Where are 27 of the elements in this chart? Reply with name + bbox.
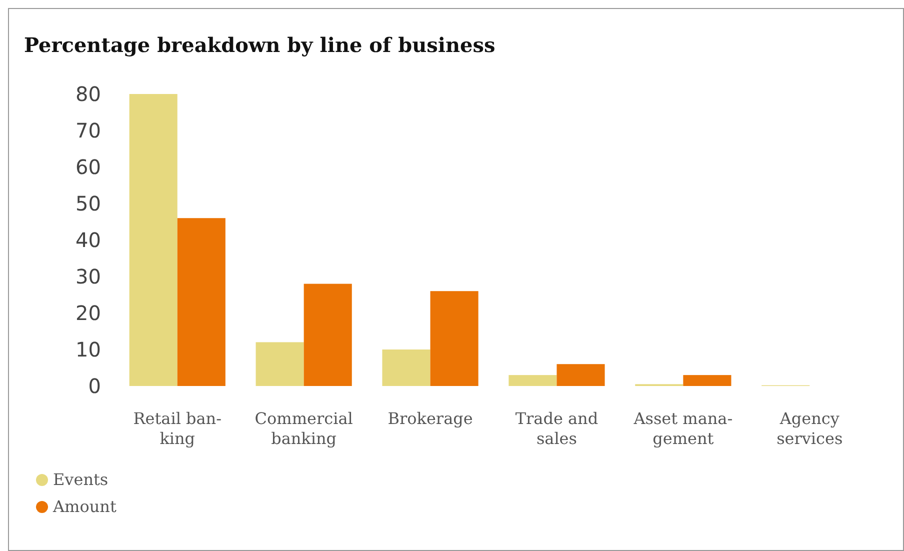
y-tick-label: 30 bbox=[76, 264, 101, 288]
y-tick-label: 0 bbox=[88, 374, 101, 398]
x-tick-label: Brokerage bbox=[388, 409, 473, 428]
legend-label: Amount bbox=[52, 497, 117, 516]
bar bbox=[177, 218, 226, 386]
bar bbox=[304, 284, 352, 386]
bar bbox=[430, 291, 478, 386]
bar bbox=[556, 364, 605, 386]
chart-title: Percentage breakdown by line of business bbox=[24, 33, 496, 57]
x-tick-label: Commercial banking bbox=[254, 409, 353, 448]
legend-label: Events bbox=[53, 470, 108, 489]
y-tick-label: 50 bbox=[76, 192, 101, 216]
x-tick-label: Agency services bbox=[776, 409, 843, 448]
x-tick-label: Asset mana- gement bbox=[632, 409, 733, 448]
y-tick-label: 60 bbox=[76, 155, 101, 179]
y-tick-label: 70 bbox=[76, 118, 101, 142]
y-tick-label: 80 bbox=[76, 82, 101, 106]
y-tick-label: 20 bbox=[76, 301, 101, 325]
x-tick-label: Trade and sales bbox=[515, 409, 598, 448]
x-tick-label: Retail ban- king bbox=[133, 409, 222, 448]
bar bbox=[508, 375, 557, 386]
bar bbox=[683, 375, 732, 386]
bar bbox=[129, 94, 178, 386]
bar bbox=[382, 350, 430, 386]
y-tick-label: 40 bbox=[76, 228, 101, 252]
y-tick-label: 10 bbox=[76, 338, 101, 362]
bar bbox=[256, 342, 304, 386]
